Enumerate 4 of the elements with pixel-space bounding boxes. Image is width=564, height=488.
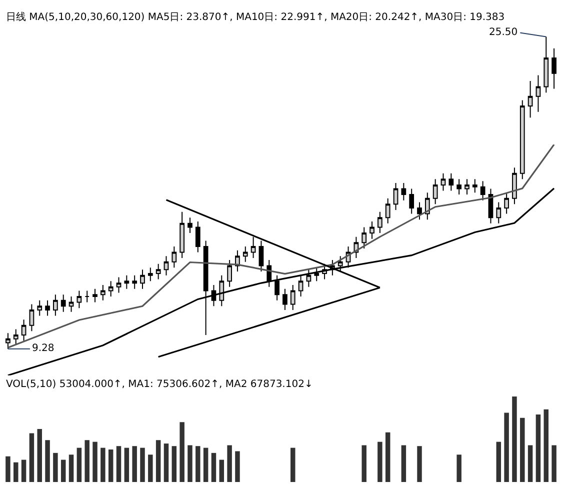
chart-title: VOL(5,10) 53004.000↑, MA1: 75306.602↑, MA2 67873.102↓ bbox=[6, 379, 313, 390]
annotation: 9.28 bbox=[32, 343, 54, 354]
annotation: 25.50 bbox=[489, 27, 518, 38]
chart-title: 日线 MA(5,10,20,30,60,120) MA5日: 23.870↑, MA10日: 22.991↑, MA20日: 20.242↑, MA30日: 19.383 bbox=[6, 11, 505, 23]
